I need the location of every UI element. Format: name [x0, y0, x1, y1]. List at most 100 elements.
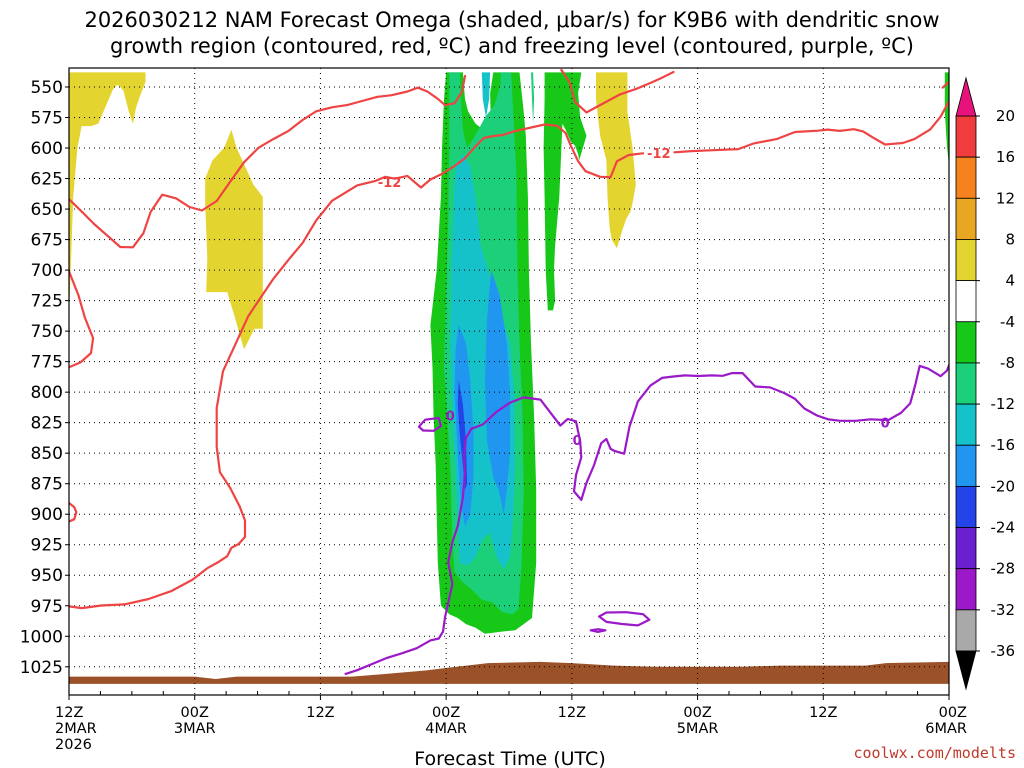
y-tick-label-600: 600 — [31, 139, 63, 159]
y-tick-label-650: 650 — [31, 200, 63, 220]
x-tick-label-84-0: 00Z — [939, 705, 967, 721]
colorbar-label-7: -12 — [991, 395, 1016, 413]
colorbar-box-12-16 — [955, 403, 977, 446]
contour-dgz-12c-right-edge — [941, 81, 949, 89]
plot-area — [69, 68, 949, 695]
colorbar-box-28-32 — [955, 568, 977, 611]
credit-text: coolwx.com/modelts — [853, 744, 1016, 762]
shaded-omega-16-to-20-blue-right — [484, 270, 510, 515]
colorbar: 20 16 12 8 4 -4 -8 -12 -16 -20 -24 -28 -32 -36 — [955, 76, 1016, 691]
contour-dgz-12c-upper-boundary — [69, 123, 645, 610]
contour-freezing-level-0c-small-closed-loop-mid — [417, 416, 442, 432]
y-tick-label-675: 675 — [31, 231, 63, 251]
shaded-omega-4-to-8-green-right-edge — [944, 72, 949, 167]
x-tick-label-36-1: 4MAR — [425, 721, 467, 737]
shaded-omega-12-to-16-cyan-strip — [481, 72, 491, 118]
colorbar-box-16-12 — [955, 156, 977, 199]
colorbar-box-8-4 — [955, 239, 977, 282]
y-tick-label-575: 575 — [31, 109, 63, 129]
colorbar-box-20-24 — [955, 485, 977, 528]
y-tick-label-975: 975 — [31, 597, 63, 617]
colorbar-box-12-8 — [955, 197, 977, 240]
contour-freezing-level-0c-closed-loop-right — [597, 611, 651, 627]
y-tick-label-775: 775 — [31, 353, 63, 373]
x-tick-label-12-1: 3MAR — [174, 721, 216, 737]
x-axis-label: Forecast Time (UTC) — [414, 748, 605, 768]
colorbar-box-20-16 — [955, 115, 977, 158]
contour-label-4: 0 — [881, 417, 890, 432]
y-tick-label-750: 750 — [31, 322, 63, 342]
colorbar-label-13: -36 — [991, 642, 1016, 660]
colorbar-label-9: -20 — [991, 477, 1016, 495]
y-tick-label-625: 625 — [31, 170, 63, 190]
colorbar-label-0: 20 — [996, 107, 1015, 125]
contour-label-3: 0 — [573, 434, 582, 449]
contour-freezing-level-0c — [344, 364, 949, 676]
y-tick-label-1025: 1025 — [20, 658, 63, 678]
colorbar-box-8-12 — [955, 362, 977, 405]
x-tick-label-0-0: 12Z — [55, 705, 83, 721]
grid-lines — [69, 68, 949, 695]
x-tick-label-84-1: 6MAR — [925, 721, 967, 737]
colorbar-box-32-36 — [955, 609, 977, 652]
colorbar-label-6: -8 — [1000, 354, 1015, 372]
contour-label-0: -12 — [378, 176, 402, 191]
y-tick-label-1000: 1000 — [20, 627, 63, 647]
contour-freezing-level-0c-tiny-loop — [589, 628, 607, 634]
contour-layer — [69, 68, 949, 676]
plot-frame — [68, 67, 950, 696]
contour-label-1: -12 — [647, 147, 671, 162]
x-tick-label-24-0: 12Z — [306, 705, 334, 721]
y-tick-label-800: 800 — [31, 383, 63, 403]
y-tick-label-900: 900 — [31, 505, 63, 525]
x-tick-label-48-0: 12Z — [558, 705, 586, 721]
x-tick-label-60-0: 00Z — [683, 705, 711, 721]
x-tick-label-60-1: 5MAR — [677, 721, 719, 737]
contour-label-2: 0 — [446, 409, 455, 424]
colorbar-label-8: -16 — [991, 436, 1016, 454]
y-tick-label-700: 700 — [31, 261, 63, 281]
y-tick-label-950: 950 — [31, 566, 63, 586]
ground-fill — [69, 661, 949, 684]
colorbar-label-4: 4 — [1005, 272, 1015, 290]
colorbar-min-arrow — [955, 650, 977, 691]
y-tick-label-925: 925 — [31, 536, 63, 556]
contour-labels: -12 -12 0 0 0 — [378, 147, 890, 449]
y-tick-label-725: 725 — [31, 292, 63, 312]
y-tick-label-875: 875 — [31, 475, 63, 495]
colorbar-box-4-8 — [955, 321, 977, 364]
ground-layer — [69, 661, 949, 684]
contour-dgz-12c-left-loop — [69, 270, 95, 369]
shaded-omega-4-to-8-green-mid-strip — [543, 72, 587, 311]
x-tick-label-72-0: 12Z — [809, 705, 837, 721]
x-tick-label-12-0: 00Z — [181, 705, 209, 721]
colorbar-label-11: -28 — [991, 560, 1016, 578]
shaded-omega-8-to-12-sea-green-small — [531, 72, 535, 124]
shaded-omega-4-to-8-yellow-far-left — [69, 72, 146, 319]
chart-title-line-2: growth region (contoured, red, ºC) and f… — [110, 34, 914, 58]
contour-dgz-12c-lower-boundary-right — [560, 68, 675, 114]
y-axis: 550 575 600 625 650 675 700 725 750 775 800 825 850 8… — [20, 78, 69, 678]
colorbar-label-5: -4 — [1000, 313, 1015, 331]
colorbar-box-4-4 — [955, 280, 977, 323]
colorbar-box-24-28 — [955, 527, 977, 570]
contour-dgz-12c-lower-boundary — [69, 74, 467, 249]
x-tick-label-0-1: 2MAR — [55, 721, 97, 737]
colorbar-max-arrow — [955, 76, 977, 117]
colorbar-label-3: 8 — [1005, 230, 1015, 248]
x-tick-label-36-0: 00Z — [432, 705, 460, 721]
y-tick-label-550: 550 — [31, 78, 63, 98]
colorbar-label-2: 12 — [996, 189, 1015, 207]
x-tick-label-0-2: 2026 — [55, 737, 92, 753]
contour-dgz-12c-upper-boundary-after-label — [673, 100, 949, 154]
y-tick-label-850: 850 — [31, 444, 63, 464]
chart-title-line-1: 2026030212 NAM Forecast Omega (shaded, μ… — [84, 8, 939, 32]
shaded-omega-4-to-8-yellow-right-column — [596, 72, 636, 249]
contour-dgz-12c-small-arc — [69, 501, 78, 523]
y-tick-label-825: 825 — [31, 414, 63, 434]
colorbar-box-16-20 — [955, 444, 977, 487]
omega-shading-layer — [69, 72, 949, 634]
colorbar-label-1: 16 — [996, 148, 1015, 166]
